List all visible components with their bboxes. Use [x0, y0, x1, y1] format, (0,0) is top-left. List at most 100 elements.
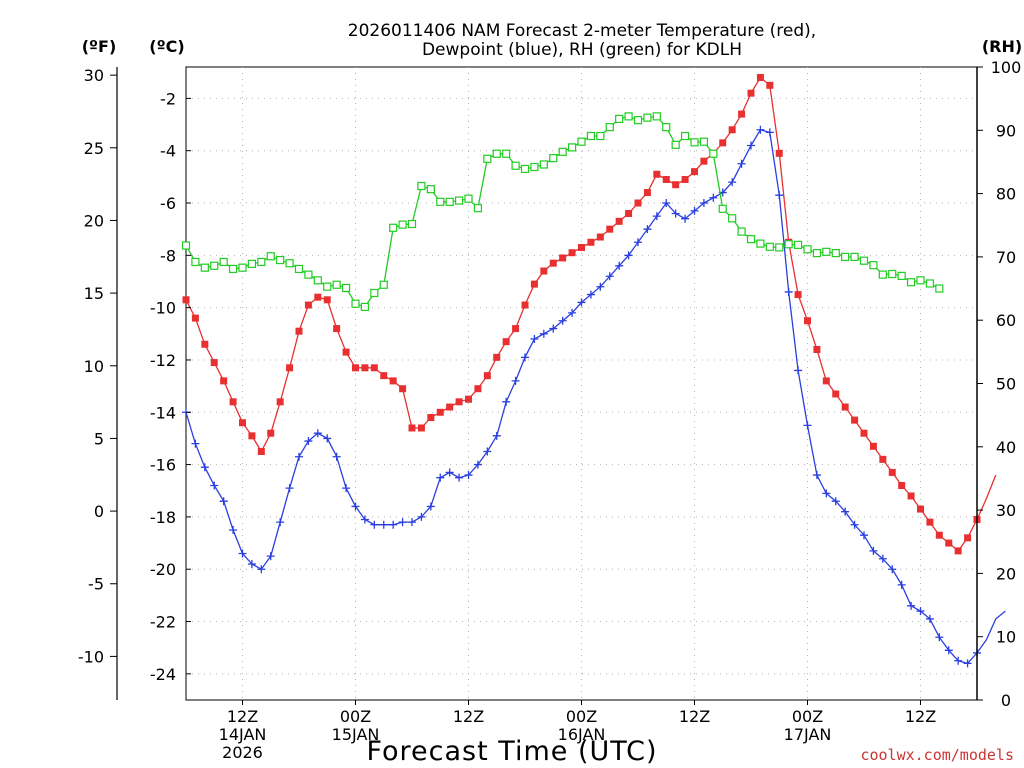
data-point [746, 235, 756, 244]
data-point [851, 416, 859, 424]
data-point [812, 471, 821, 480]
x-tick-label: 2026 [222, 743, 263, 762]
rh-tick-label: 80 [996, 185, 1016, 204]
data-point [615, 261, 624, 270]
data-point [587, 238, 595, 246]
rh-tick-label: 60 [996, 311, 1016, 330]
data-point [464, 194, 473, 203]
data-point [709, 149, 718, 158]
data-point [954, 656, 963, 665]
data-point [492, 149, 501, 158]
data-point [398, 220, 407, 229]
data-point [247, 559, 256, 568]
unit-label-rh: (RH) [982, 37, 1022, 56]
data-point [878, 270, 887, 279]
data-point [559, 254, 567, 262]
data-point [860, 429, 868, 437]
data-point [201, 340, 209, 348]
data-point [737, 227, 746, 236]
data-point [228, 264, 238, 274]
data-point [229, 525, 238, 534]
data-point [352, 364, 359, 372]
data-point [181, 241, 191, 250]
credit-link[interactable]: coolwx.com/models [860, 746, 1014, 764]
data-point [427, 414, 435, 422]
data-point [577, 137, 586, 146]
data-point [493, 353, 501, 361]
data-point [738, 110, 746, 118]
data-point [935, 531, 943, 539]
data-point [370, 364, 378, 372]
data-point [831, 497, 840, 506]
data-point [530, 335, 539, 344]
celsius-tick-label: -12 [150, 351, 176, 370]
data-point [605, 123, 614, 132]
data-point [407, 219, 417, 229]
data-point [558, 147, 567, 156]
data-point [398, 518, 407, 527]
data-point [549, 324, 558, 333]
data-point [464, 471, 473, 480]
data-point [812, 249, 822, 258]
celsius-tick-label: -22 [150, 613, 176, 632]
data-point [672, 181, 680, 189]
data-point [803, 421, 812, 430]
data-point [832, 390, 840, 398]
data-point [606, 225, 614, 233]
data-point [784, 240, 793, 249]
data-point [906, 278, 916, 287]
data-point [436, 408, 444, 416]
data-point [426, 502, 435, 511]
data-point [728, 178, 737, 187]
data-point [917, 505, 924, 513]
data-point [775, 243, 784, 252]
celsius-tick-label: -10 [150, 299, 176, 318]
data-point [248, 432, 256, 440]
data-point [898, 482, 906, 490]
data-point [304, 301, 312, 309]
plot-area [181, 66, 1006, 701]
data-point [643, 225, 652, 234]
data-point [286, 364, 294, 372]
data-point [191, 314, 199, 322]
data-point [625, 209, 633, 217]
fahrenheit-tick-label: -5 [88, 575, 104, 594]
data-point [578, 243, 585, 251]
data-point [454, 196, 464, 205]
data-point [313, 276, 322, 285]
data-point [633, 116, 643, 125]
data-point [200, 463, 209, 472]
fahrenheit-tick-label: 25 [84, 139, 104, 158]
data-point [182, 296, 190, 304]
data-point [539, 329, 548, 338]
data-point [219, 257, 228, 267]
data-point [314, 293, 322, 301]
data-point [530, 162, 539, 172]
rh-tick-label: 0 [1001, 691, 1011, 710]
data-point [624, 251, 633, 260]
fahrenheit-tick-label: 10 [84, 357, 104, 376]
data-point [512, 325, 520, 333]
data-point [878, 554, 887, 563]
data-point [408, 424, 416, 432]
data-point [897, 580, 906, 589]
data-point [323, 296, 331, 304]
data-point [474, 385, 482, 393]
data-point [888, 269, 897, 279]
fahrenheit-tick-label: 30 [84, 66, 104, 85]
data-point [756, 73, 764, 81]
data-point [700, 157, 708, 165]
data-point [445, 468, 454, 477]
data-point [699, 199, 708, 208]
data-point [765, 128, 774, 137]
series-dewpoint [182, 125, 1006, 668]
data-point [323, 434, 332, 443]
data-point [775, 149, 783, 157]
data-point [446, 403, 454, 411]
data-point [662, 123, 671, 132]
data-point [191, 439, 200, 448]
data-point [247, 259, 257, 268]
x-tick-label: 12Z [679, 707, 710, 726]
data-point [567, 143, 577, 152]
data-point [220, 377, 228, 385]
